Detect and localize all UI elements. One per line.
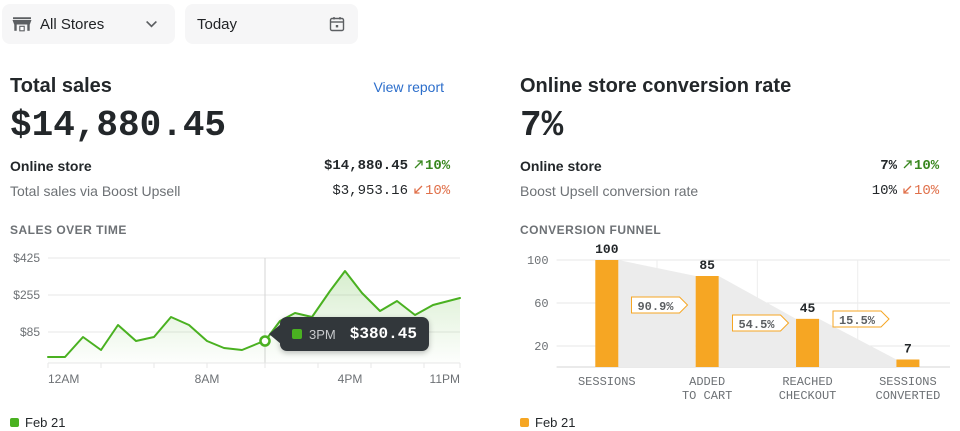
- svg-text:85: 85: [699, 258, 715, 273]
- svg-text:12AM: 12AM: [48, 372, 79, 386]
- svg-text:100: 100: [595, 242, 619, 257]
- svg-text:20: 20: [534, 340, 548, 354]
- svg-text:8AM: 8AM: [195, 372, 220, 386]
- svg-text:TO CART: TO CART: [682, 389, 732, 403]
- svg-text:CHECKOUT: CHECKOUT: [779, 389, 837, 403]
- svg-text:ADDED: ADDED: [689, 375, 725, 389]
- svg-text:54.5%: 54.5%: [738, 318, 775, 332]
- svg-text:SESSIONS: SESSIONS: [578, 375, 636, 389]
- svg-text:$425: $425: [13, 251, 40, 265]
- svg-text:45: 45: [800, 301, 816, 316]
- svg-text:15.5%: 15.5%: [839, 314, 876, 328]
- svg-text:90.9%: 90.9%: [637, 300, 674, 314]
- svg-text:60: 60: [534, 297, 548, 311]
- svg-text:4PM: 4PM: [338, 372, 363, 386]
- svg-text:REACHED: REACHED: [782, 375, 832, 389]
- svg-text:7: 7: [904, 342, 912, 357]
- svg-text:SESSIONS: SESSIONS: [879, 375, 937, 389]
- svg-text:$85: $85: [20, 325, 40, 339]
- svg-text:$255: $255: [13, 288, 40, 302]
- svg-text:100: 100: [527, 254, 549, 268]
- svg-text:11PM: 11PM: [430, 372, 460, 386]
- svg-text:CONVERTED: CONVERTED: [876, 389, 941, 403]
